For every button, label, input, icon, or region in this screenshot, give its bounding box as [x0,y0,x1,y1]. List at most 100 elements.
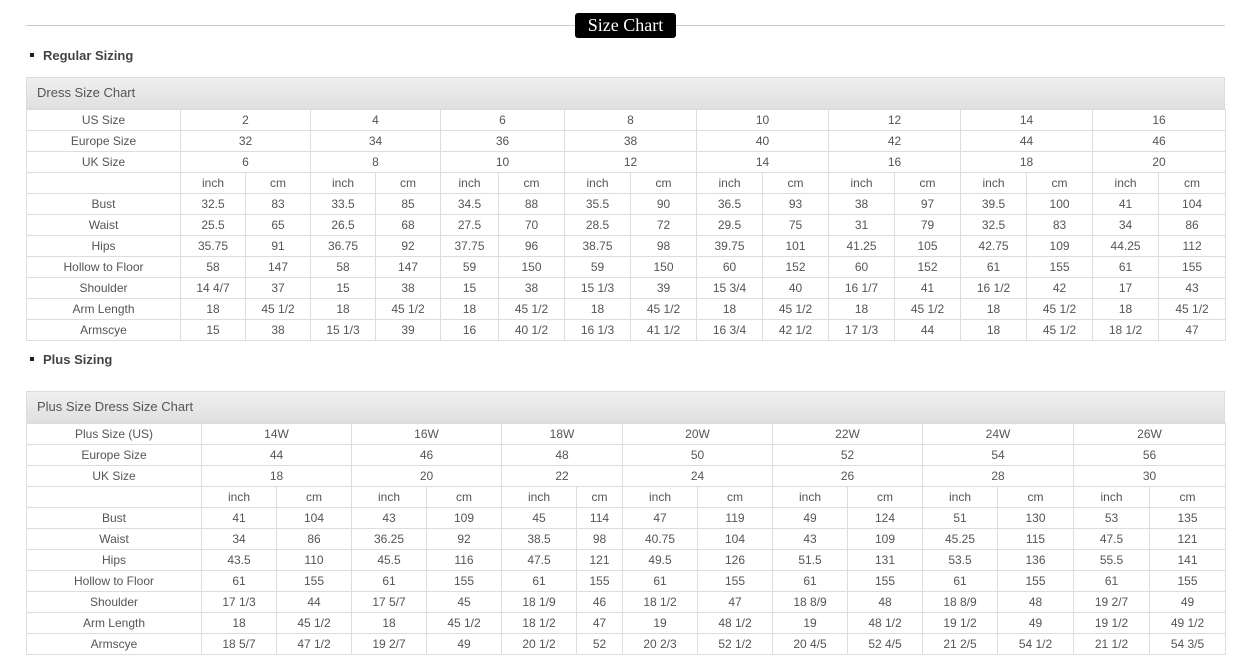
unit-cm: cm [1158,172,1227,194]
measure-cell: 32.5 [180,193,246,215]
measure-cell: 17 [1092,277,1160,299]
measure-cell: 37 [245,277,311,299]
row-label: Plus Size (US) [26,423,202,445]
size-cell: 16W [351,423,502,445]
row-label: Bust [26,193,181,215]
measure-cell: 18 8/9 [772,591,848,613]
size-cell: 12 [828,109,962,131]
measure-cell: 18 [201,612,277,634]
measure-cell: 48 1/2 [697,612,773,634]
measure-cell: 15 [440,277,499,299]
bullet-icon [30,52,34,57]
measure-cell: 119 [697,507,773,529]
measure-cell: 47 [622,507,698,529]
measure-cell: 155 [1026,256,1094,278]
table-row: Waist 34 86 36.25 92 38.5 98 40.75 104 43 109 45.25… [26,528,1226,550]
row-label: Arm Length [26,298,181,320]
measure-cell: 19 2/7 [1073,591,1150,613]
measure-cell: 45 1/2 [375,298,441,320]
measure-cell: 42 1/2 [761,319,830,341]
measure-cell: 18 [960,319,1028,341]
measure-cell: 31 [828,214,896,236]
size-cell: 14 [695,151,830,173]
size-cell: 18W [501,423,623,445]
measure-cell: 59 [440,256,499,278]
measure-cell: 32.5 [960,214,1028,236]
measure-cell: 104 [1158,193,1227,215]
table-row: Europe Size 44 46 48 50 52 54 56 [26,444,1226,466]
size-cell: 46 [351,444,502,466]
table-title: Dress Size Chart [26,77,1225,109]
size-cell: 18 [201,465,352,487]
unit-inch: inch [696,172,763,194]
size-cell: 54 [922,444,1074,466]
measure-cell: 61 [772,570,848,592]
unit-cm: cm [498,172,565,194]
size-cell: 20 [1092,151,1227,173]
section-regular-sizing: Regular Sizing [30,48,133,63]
measure-cell: 35.75 [180,235,246,257]
measure-cell: 100 [1026,193,1094,215]
size-cell: 10 [440,151,565,173]
measure-cell: 85 [375,193,441,215]
units-row: inch cm inch cm inch cm inch cm inch cm inch cm inch… [26,486,1226,508]
measure-cell: 52 4/5 [847,633,923,655]
unit-cm: cm [1149,486,1226,508]
table-row: Europe Size 32 34 36 38 40 42 44 46 [26,130,1227,152]
measure-cell: 136 [997,549,1074,571]
measure-cell: 43 [351,507,427,529]
empty-cell [26,172,181,194]
measure-cell: 39.75 [696,235,763,257]
measure-cell: 45 1/2 [894,298,962,320]
measure-cell: 47.5 [501,549,577,571]
measure-cell: 18 [564,298,631,320]
measure-cell: 38 [498,277,565,299]
unit-cm: cm [426,486,502,508]
measure-cell: 15 [310,277,376,299]
size-cell: 56 [1073,444,1226,466]
measure-cell: 155 [997,570,1074,592]
unit-inch: inch [310,172,376,194]
measure-cell: 60 [696,256,763,278]
measure-cell: 18 [696,298,763,320]
measure-cell: 17 5/7 [351,591,427,613]
measure-cell: 42 [1026,277,1094,299]
measure-cell: 70 [498,214,565,236]
measure-cell: 92 [375,235,441,257]
measure-cell: 20 4/5 [772,633,848,655]
size-cell: 36 [440,130,565,152]
measure-cell: 15 [180,319,246,341]
measure-cell: 126 [697,549,773,571]
measure-cell: 49 [997,612,1074,634]
measure-cell: 41.25 [828,235,896,257]
measure-cell: 130 [997,507,1074,529]
measure-cell: 61 [201,570,277,592]
table-row: Armscye 15 38 15 1/3 39 16 40 1/2 16 1/3 41 1/2 1… [26,319,1227,341]
measure-cell: 61 [1092,256,1160,278]
unit-inch: inch [772,486,848,508]
measure-cell: 42.75 [960,235,1028,257]
size-cell: 16 [828,151,962,173]
unit-inch: inch [201,486,277,508]
unit-cm: cm [375,172,441,194]
measure-cell: 45.25 [922,528,998,550]
measure-cell: 40 1/2 [498,319,565,341]
measure-cell: 116 [426,549,502,571]
measure-cell: 52 [576,633,623,655]
measure-cell: 38 [375,277,441,299]
size-cell: 6 [180,151,311,173]
measure-cell: 16 3/4 [696,319,763,341]
measure-cell: 15 1/3 [564,277,631,299]
size-cell: 22W [772,423,923,445]
measure-cell: 115 [997,528,1074,550]
measure-cell: 16 1/2 [960,277,1028,299]
measure-cell: 47 [697,591,773,613]
size-cell: 24 [622,465,773,487]
page-title: Size Chart [575,13,676,38]
measure-cell: 75 [761,214,830,236]
measure-cell: 43 [772,528,848,550]
row-label: Hips [26,235,181,257]
row-label: UK Size [26,151,181,173]
unit-inch: inch [922,486,998,508]
plus-size-chart: Plus Size Dress Size Chart Plus Size (US… [26,391,1226,655]
